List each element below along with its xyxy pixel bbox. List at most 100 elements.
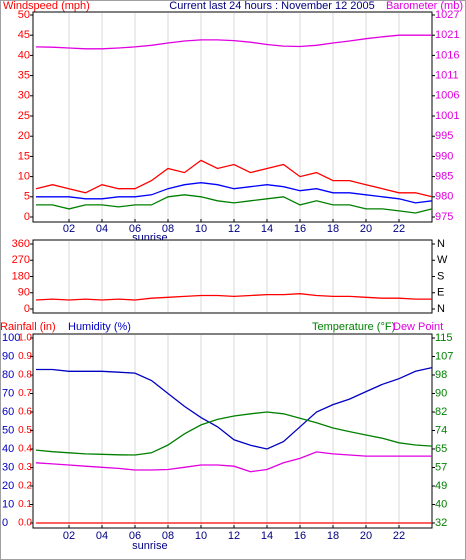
y-tick-label: W <box>437 254 448 266</box>
x-tick-label: 10 <box>195 530 207 542</box>
y-tick-label: 270 <box>12 254 30 266</box>
y-tick-label: 30 <box>18 90 30 102</box>
y-tick-label: 20 <box>2 480 14 492</box>
y-tick-label: 10 <box>18 171 30 183</box>
y-tick-label: 35 <box>18 70 30 82</box>
series-line <box>36 182 433 204</box>
y-tick-label: 90 <box>18 287 30 299</box>
x-tick-label: 04 <box>96 530 108 542</box>
y-tick-label: 50 <box>18 9 30 21</box>
y-tick-label: 60 <box>2 406 14 418</box>
y-tick-label: 0.9 <box>18 351 32 362</box>
annotation: sunrise <box>132 540 167 552</box>
x-tick-label: 02 <box>63 223 75 235</box>
series-line <box>35 451 432 473</box>
x-tick-label: 12 <box>228 530 240 542</box>
x-tick-label: 08 <box>162 530 174 542</box>
series-line <box>36 194 433 214</box>
y-tick-label: 115 <box>435 332 453 344</box>
y-tick-label: 107 <box>435 350 453 362</box>
x-tick-label: 16 <box>294 530 306 542</box>
y-tick-label: 980 <box>435 191 453 203</box>
x-tick-label: 14 <box>261 530 273 542</box>
y-tick-label: 40 <box>2 443 14 455</box>
y-tick-label: 49 <box>435 480 447 492</box>
humidity-axis-title: Humidity (%) <box>68 321 131 333</box>
y-tick-label: 0.4 <box>18 444 32 455</box>
y-tick-label: 74 <box>435 424 447 436</box>
y-tick-label: 0.5 <box>18 425 32 436</box>
y-tick-label: 25 <box>18 110 30 122</box>
series-line <box>36 366 433 450</box>
y-tick-label: 98 <box>435 369 447 381</box>
y-tick-label: S <box>437 270 444 282</box>
y-tick-label: 360 <box>12 238 30 250</box>
temperature-axis-title: Temperature (°F) <box>312 321 395 333</box>
series-line <box>35 411 433 456</box>
y-tick-label: 1001 <box>435 110 459 122</box>
y-tick-label: 40 <box>435 498 447 510</box>
y-tick-label: 985 <box>435 171 453 183</box>
y-tick-label: 20 <box>18 130 30 142</box>
y-tick-label: 100 <box>2 332 20 344</box>
x-tick-label: 06 <box>129 530 141 542</box>
x-tick-label: 08 <box>162 223 174 235</box>
x-tick-label: 04 <box>96 223 108 235</box>
y-tick-label: 65 <box>435 443 447 455</box>
y-tick-label: 5 <box>24 191 30 203</box>
y-tick-label: 40 <box>18 49 30 61</box>
plot-box <box>32 11 433 223</box>
y-tick-label: N <box>437 303 445 315</box>
y-tick-label: 1016 <box>435 49 459 61</box>
y-tick-label: 10 <box>2 498 14 510</box>
y-tick-label: 1011 <box>435 70 459 82</box>
y-tick-label: 1027 <box>435 9 459 21</box>
y-tick-label: 0.7 <box>18 388 32 399</box>
x-tick-label: 12 <box>228 223 240 235</box>
y-tick-label: 0 <box>24 211 30 223</box>
chart-title: Current last 24 hours : November 12 2005 <box>169 0 374 12</box>
y-tick-label: 990 <box>435 150 453 162</box>
x-tick-label: 14 <box>261 223 273 235</box>
y-tick-label: 0.0 <box>18 518 32 529</box>
plot-box <box>32 239 433 314</box>
y-tick-label: 15 <box>18 150 30 162</box>
x-tick-label: 18 <box>327 223 339 235</box>
y-tick-label: 0 <box>24 303 30 315</box>
x-tick-label: 22 <box>393 223 405 235</box>
series-line <box>35 159 433 198</box>
x-tick-label: 22 <box>393 530 405 542</box>
series-line <box>35 34 432 50</box>
plot-box <box>32 333 433 529</box>
y-tick-label: 90 <box>435 387 447 399</box>
y2-axis-title: Barometer (mb) <box>386 0 463 12</box>
x-tick-label: 06 <box>129 223 141 235</box>
y-tick-label: 995 <box>435 130 453 142</box>
y-tick-label: 0.3 <box>18 462 32 473</box>
x-tick-label: 10 <box>195 223 207 235</box>
x-tick-label: 20 <box>360 223 372 235</box>
y-tick-label: 0.2 <box>18 481 32 492</box>
y-tick-label: 975 <box>435 211 453 223</box>
y-tick-label: E <box>437 287 444 299</box>
y-tick-label: 32 <box>435 517 447 529</box>
y-tick-label: 50 <box>2 424 14 436</box>
y-tick-label: 0 <box>2 517 8 529</box>
y-tick-label: 1021 <box>435 29 459 41</box>
y-axis-title: Windspeed (mph) <box>3 0 90 12</box>
dewpoint-axis-title: Dew Point <box>393 321 443 333</box>
y-tick-label: 30 <box>2 461 14 473</box>
y-tick-label: 90 <box>2 350 14 362</box>
y-tick-label: 0.8 <box>18 370 32 381</box>
x-tick-label: 20 <box>360 530 372 542</box>
y-tick-label: 82 <box>435 406 447 418</box>
y-tick-label: 0.1 <box>18 499 32 510</box>
y-tick-label: N <box>437 238 445 250</box>
x-tick-label: 02 <box>63 530 75 542</box>
y-tick-label: 0.6 <box>18 407 32 418</box>
rain-axis-title: Rainfall (in) <box>0 321 56 333</box>
y-tick-label: 1006 <box>435 90 459 102</box>
y-tick-label: 80 <box>2 369 14 381</box>
x-tick-label: 18 <box>327 530 339 542</box>
